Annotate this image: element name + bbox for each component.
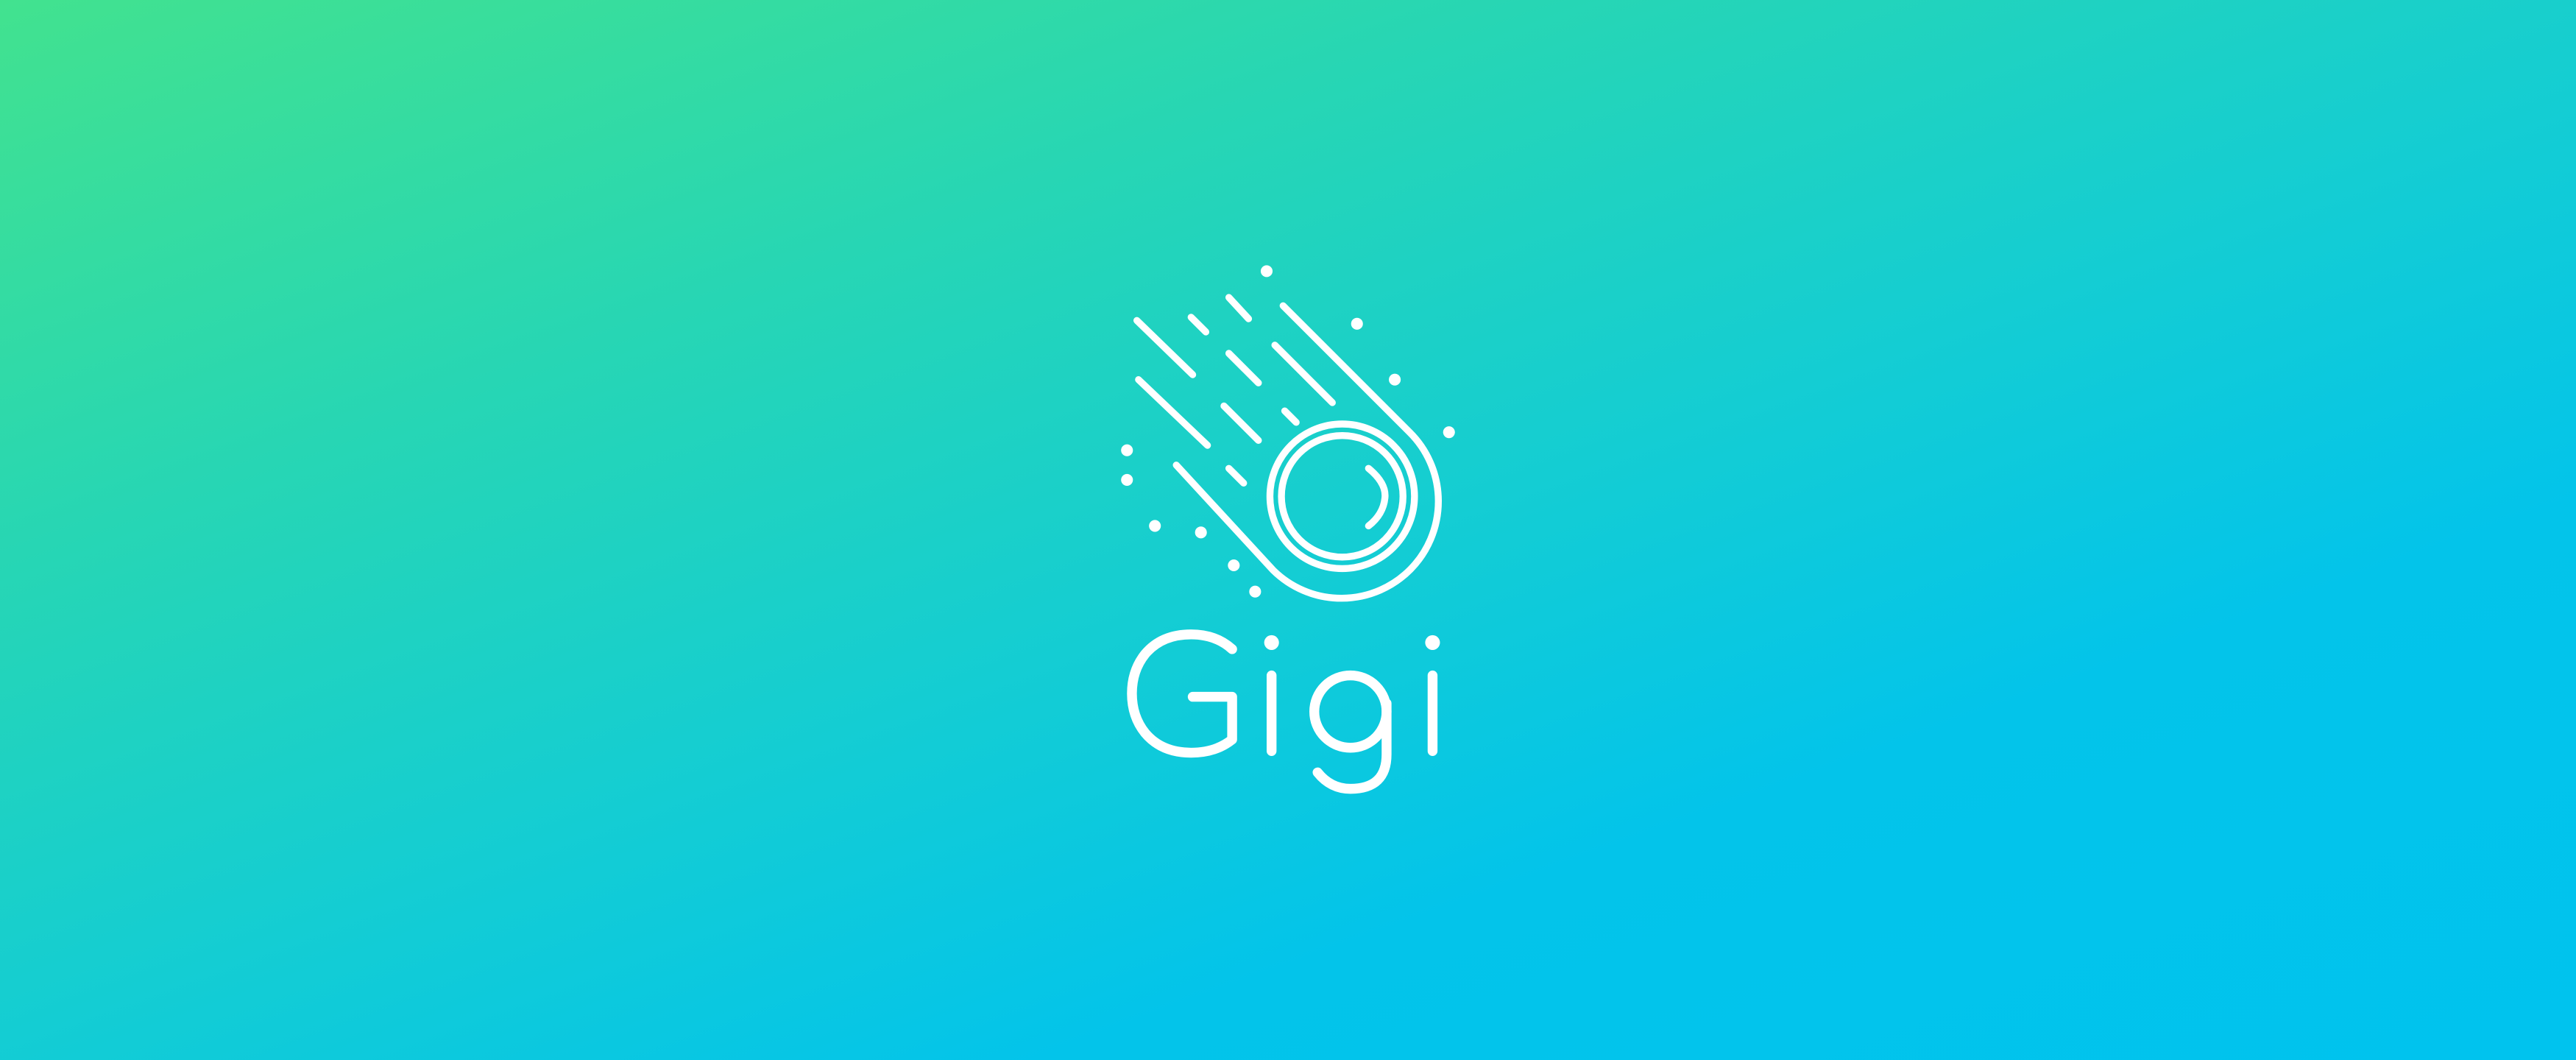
star-dot	[1228, 559, 1240, 572]
comet-streak	[1225, 350, 1262, 386]
comet-streak	[1225, 464, 1248, 487]
wordmark-letter-g-stem	[1312, 698, 1392, 794]
star-dot	[1351, 317, 1363, 330]
comet-outer-tail	[1172, 302, 1443, 602]
comet-streak	[1225, 294, 1253, 322]
star-dot	[1121, 444, 1133, 456]
comet-highlight-arc	[1365, 464, 1389, 530]
star-dot	[1260, 265, 1273, 278]
star-dot	[1249, 585, 1262, 598]
comet-icon	[1133, 294, 1443, 602]
wordmark-letter-g-bowl	[1309, 670, 1392, 753]
comet-streak	[1281, 407, 1300, 426]
star-dot	[1389, 373, 1401, 386]
comet-ball-inner-ring	[1278, 431, 1406, 561]
comet-stars	[1121, 265, 1455, 598]
wordmark-i-dot	[1425, 635, 1440, 650]
wordmark-i-dot	[1264, 635, 1279, 650]
wordmark-letter-g-capital	[1127, 629, 1237, 758]
comet-ball-outer-ring	[1266, 420, 1418, 573]
star-dot	[1121, 473, 1133, 486]
star-dot	[1195, 526, 1207, 539]
comet-streak	[1135, 376, 1211, 449]
star-dot	[1149, 520, 1161, 532]
star-dot	[1443, 426, 1455, 439]
comet-streak	[1220, 402, 1262, 445]
comet-streak	[1187, 314, 1210, 336]
brand-wordmark	[1127, 629, 1440, 794]
comet-streak	[1271, 342, 1336, 406]
comet-streak	[1133, 317, 1197, 378]
